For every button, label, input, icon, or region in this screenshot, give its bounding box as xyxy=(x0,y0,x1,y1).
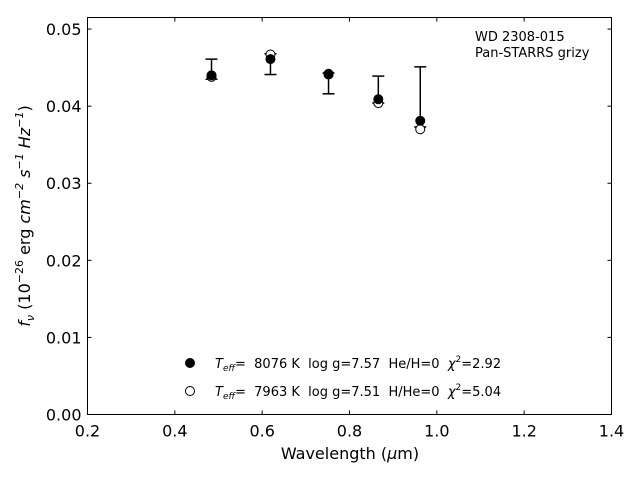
x-tick-label: 0.8 xyxy=(337,422,362,441)
x-tick-label: 0.6 xyxy=(249,422,274,441)
title-line-1: WD 2308-015 xyxy=(475,30,565,45)
legend-marker-filled xyxy=(185,358,195,368)
model-point-filled xyxy=(265,54,276,65)
model-point-filled xyxy=(323,69,334,80)
x-axis-ticks: 0.2 0.4 0.6 0.8 1.0 1.2 1.4 xyxy=(75,17,624,441)
title-line-2: Pan-STARRS grizy xyxy=(475,46,590,61)
model-point-filled xyxy=(206,70,217,81)
x-tick-label: 1.4 xyxy=(599,422,624,441)
model-point-filled xyxy=(415,115,426,126)
legend: Teff= 8076 K log g=7.57 He/H=0 χ2=2.92 T… xyxy=(185,355,501,402)
x-tick-label: 0.4 xyxy=(162,422,187,441)
model-point-open xyxy=(415,124,426,135)
x-tick-label: 1.2 xyxy=(511,422,536,441)
legend-label-1: Teff= 8076 K log g=7.57 He/H=0 χ2=2.92 xyxy=(215,355,501,374)
y-tick-label: 0.03 xyxy=(46,174,82,193)
legend-label-2: Teff= 7963 K log g=7.51 H/He=0 χ2=5.04 xyxy=(215,383,501,402)
x-tick-label: 0.2 xyxy=(75,422,100,441)
y-tick-label: 0.01 xyxy=(46,328,82,347)
y-axis-label: fν (10−26 erg cm−2 s−1 Hz−1) xyxy=(13,105,37,326)
x-axis-label: Wavelength (μm) xyxy=(281,444,419,463)
legend-marker-open xyxy=(185,386,195,396)
y-tick-label: 0.05 xyxy=(46,20,82,39)
model-point-filled xyxy=(373,94,384,105)
y-axis-ticks: 0.00 0.01 0.02 0.03 0.04 0.05 xyxy=(46,20,612,425)
y-tick-label: 0.04 xyxy=(46,97,82,116)
y-tick-label: 0.02 xyxy=(46,251,82,270)
x-tick-label: 1.0 xyxy=(424,422,449,441)
y-tick-label: 0.00 xyxy=(46,406,82,425)
chart-marks xyxy=(205,49,427,135)
